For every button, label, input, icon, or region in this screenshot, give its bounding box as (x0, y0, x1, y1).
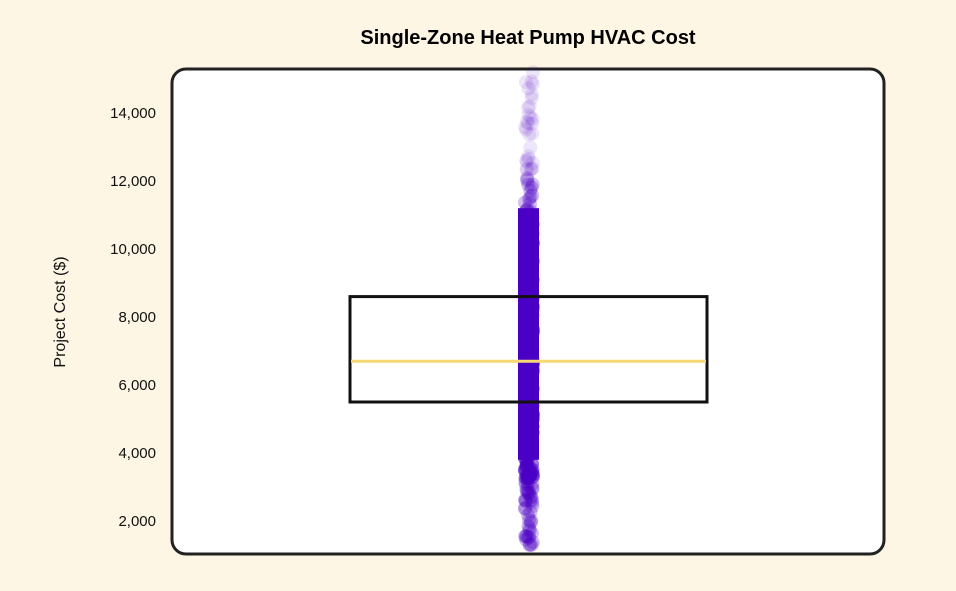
strip-point (521, 486, 536, 501)
strip-point (525, 77, 540, 92)
strip-point (522, 196, 537, 211)
strip-point (522, 537, 537, 552)
strip-point (518, 529, 533, 544)
strip-point (522, 512, 537, 527)
strip-point (523, 140, 538, 155)
strip-point (525, 188, 540, 203)
strip-point (521, 116, 536, 131)
strip-point (525, 126, 540, 141)
strip-point (521, 152, 536, 167)
strip-point (521, 483, 536, 498)
strip-point (521, 81, 536, 96)
strip-point (523, 515, 538, 530)
chart-title: Single-Zone Heat Pump HVAC Cost (360, 27, 696, 49)
strip-point (519, 529, 534, 544)
strip-point (525, 155, 540, 170)
strip-point (520, 162, 535, 177)
strip-point (520, 171, 535, 186)
strip-point (522, 127, 537, 142)
strip-point (519, 532, 534, 547)
y-tick-label: 14,000 (110, 105, 156, 122)
strip-point (521, 100, 536, 115)
strip-point (522, 523, 537, 538)
strip-point (520, 474, 535, 489)
strip-point (524, 87, 539, 102)
strip-point (525, 116, 540, 131)
box-iqr (348, 295, 709, 404)
strip-point (518, 501, 533, 516)
strip-point (523, 504, 538, 519)
strip-point (525, 495, 540, 510)
strip-point (523, 489, 538, 504)
strip-point (524, 180, 539, 195)
strip-point (522, 192, 537, 207)
strip-point (524, 161, 539, 176)
strip-point (525, 481, 540, 496)
strip-point (523, 110, 538, 125)
strip-point (519, 153, 534, 168)
strip-point (519, 529, 534, 544)
strip-point (523, 537, 538, 552)
strip-point (523, 162, 538, 177)
strip-point (519, 482, 534, 497)
strip-point (520, 173, 535, 188)
strip-point (525, 112, 540, 127)
strip-point (524, 537, 539, 552)
strip-point (524, 91, 539, 106)
y-axis-label: Project Cost ($) (52, 256, 69, 367)
strip-point (525, 161, 540, 176)
y-tick-label: 8,000 (118, 309, 156, 326)
strip-point (518, 462, 533, 477)
strip-point (520, 485, 535, 500)
strip-point (518, 120, 533, 135)
strip-point (519, 483, 534, 498)
y-tick-label: 6,000 (118, 377, 156, 394)
strip-point (521, 508, 536, 523)
strip-point (525, 65, 540, 80)
strip-point (524, 526, 539, 541)
strip-point (524, 490, 539, 505)
strip-point (520, 477, 535, 492)
strip-point (525, 177, 540, 192)
strip-point (521, 108, 536, 123)
y-tick-label: 10,000 (110, 241, 156, 258)
strip-point (522, 529, 537, 544)
strip-point (519, 114, 534, 129)
strip-point (522, 99, 537, 114)
strip-point (523, 190, 538, 205)
strip-point (518, 492, 533, 507)
strip-point (521, 530, 536, 545)
strip-point (522, 486, 537, 501)
strip-point (518, 75, 533, 90)
strip-core (518, 208, 539, 460)
strip-point (521, 177, 536, 192)
strip-point (525, 492, 540, 507)
strip-point (524, 74, 539, 89)
strip-point (524, 513, 539, 528)
strip-point (519, 122, 534, 137)
y-tick-label: 4,000 (118, 445, 156, 462)
strip-point (523, 493, 538, 508)
strip-point (518, 195, 533, 210)
y-tick-label: 12,000 (110, 173, 156, 190)
y-ticks: 2,000 4,000 6,000 8,000 10,000 12,000 14,000 (110, 105, 156, 530)
strip-point (518, 493, 533, 508)
strip-point (521, 149, 536, 164)
strip-point (521, 519, 536, 534)
strip-point (518, 501, 533, 516)
y-tick-label: 2,000 (118, 513, 156, 530)
strip-point (525, 535, 540, 550)
strip-point (519, 154, 534, 169)
strip-point (523, 183, 538, 198)
strip-point (525, 499, 540, 514)
strip-point (518, 493, 533, 508)
strip-point (519, 162, 534, 177)
strip-point (522, 521, 537, 536)
